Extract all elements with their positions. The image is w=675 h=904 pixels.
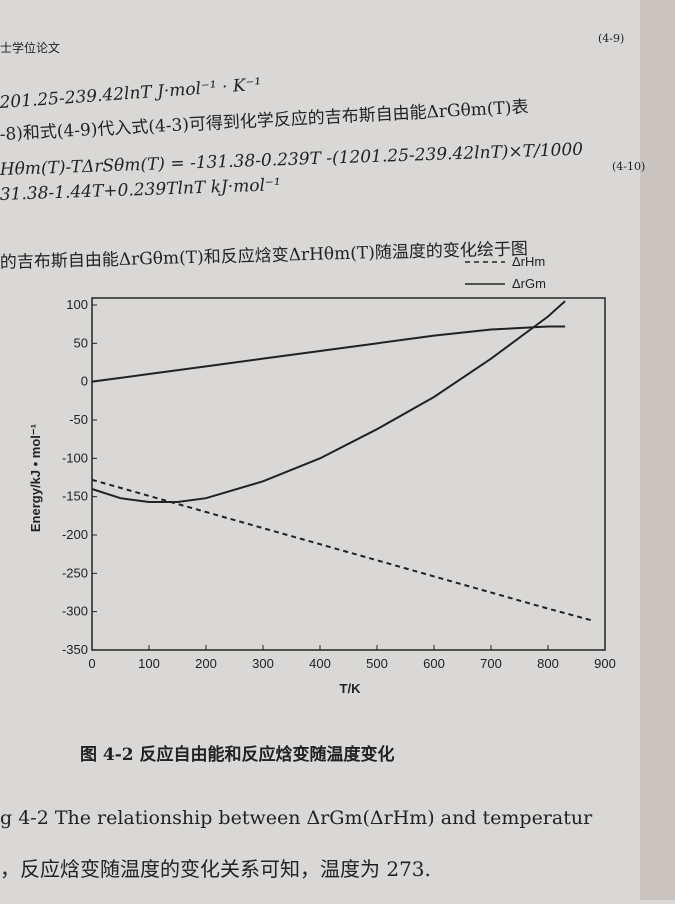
y-tick-label: -250: [62, 565, 88, 580]
y-tick-label: -200: [62, 527, 88, 542]
y-axis-label: Energy/kJ • mol⁻¹: [28, 424, 43, 532]
y-tick-label: 100: [66, 297, 88, 312]
x-tick-label: 700: [480, 656, 502, 671]
series-line: [91, 325, 566, 383]
plot-frame: [91, 297, 606, 651]
y-tick-label: 0: [81, 374, 88, 389]
y-tick-label: -350: [62, 642, 88, 657]
y-tick-label: -50: [69, 412, 88, 427]
series-line: [91, 300, 566, 504]
y-tick-label: -150: [62, 489, 88, 504]
x-tick-label: 0: [88, 656, 95, 671]
series-line: [91, 478, 594, 622]
eq-number: (4-9): [598, 32, 624, 45]
y-tick-label: -300: [62, 604, 88, 619]
footer-text: ，反应焓变随温度的变化关系可知，温度为 273.: [0, 857, 431, 881]
y-tick-label: 50: [74, 335, 88, 350]
legend-label: ΔrGm: [512, 276, 546, 291]
header: 士学位论文: [0, 40, 60, 55]
x-tick-label: 600: [423, 656, 445, 671]
x-axis-label: T/K: [340, 681, 362, 696]
x-tick-label: 900: [594, 656, 616, 671]
x-tick-label: 400: [309, 656, 331, 671]
page-edge: [640, 0, 675, 900]
caption-en: g 4-2 The relationship between ΔrGm(ΔrHm…: [0, 807, 593, 829]
x-tick-label: 500: [366, 656, 388, 671]
caption: 图 4-2 反应自由能和反应焓变随温度变化: [80, 744, 395, 765]
x-tick-label: 200: [195, 656, 217, 671]
x-tick-label: 300: [252, 656, 274, 671]
eq-number: (4-10): [612, 160, 645, 173]
legend-label: ΔrHm: [512, 254, 545, 269]
y-tick-label: -100: [62, 450, 88, 465]
x-tick-label: 100: [138, 656, 160, 671]
x-tick-label: 800: [537, 656, 559, 671]
